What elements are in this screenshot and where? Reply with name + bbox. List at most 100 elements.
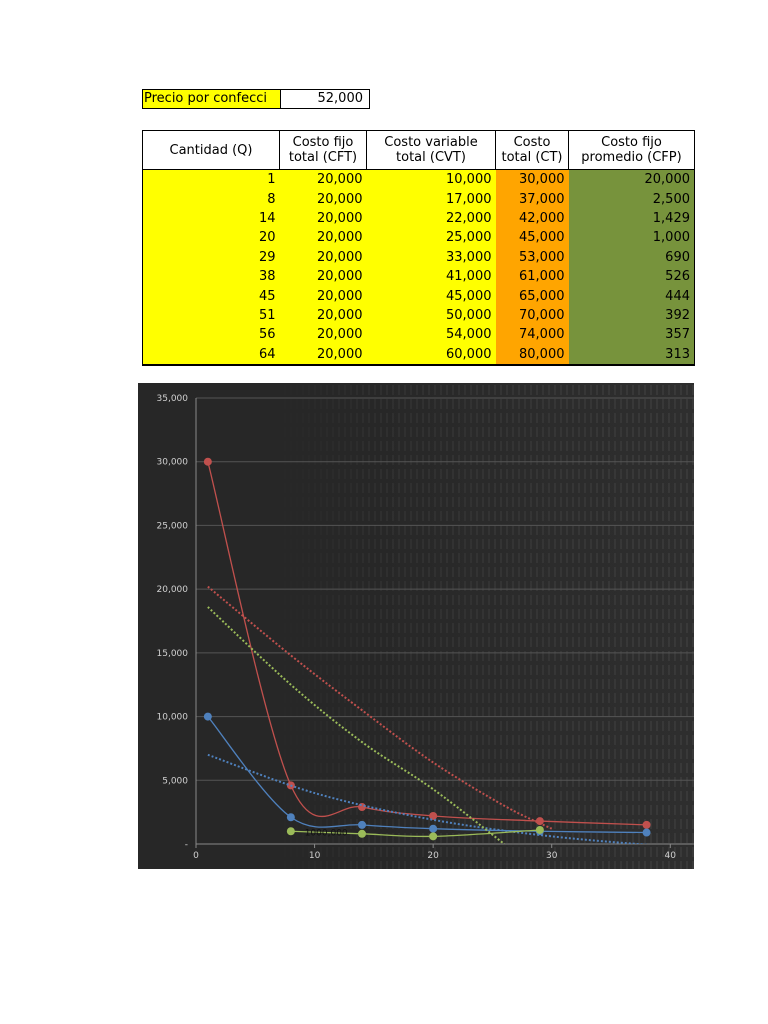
y-tick-label: 30,000 — [157, 458, 189, 468]
cell-cantidad: 8 — [142, 189, 280, 209]
series-0-point — [358, 803, 366, 812]
cell-cfp: 1,429 — [568, 208, 695, 229]
cell-cfp: 526 — [568, 266, 695, 287]
series-1-point — [358, 820, 366, 829]
cell-cfp: 1,000 — [568, 228, 695, 248]
cell-ct: 53,000 — [495, 247, 569, 267]
price-label: Precio por confecci — [143, 90, 281, 108]
cell-ct: 45,000 — [495, 228, 569, 248]
cell-cft: 20,000 — [279, 325, 367, 345]
cell-cantidad: 1 — [142, 169, 280, 190]
cell-cft: 20,000 — [279, 286, 367, 306]
header-ct: Costo total (CT) — [495, 130, 569, 170]
series-0-point — [642, 820, 651, 829]
cell-ct: 80,000 — [495, 344, 569, 366]
header-cft: Costo fijo total (CFT) — [279, 130, 367, 170]
cell-ct: 65,000 — [495, 286, 569, 306]
series-1-line — [207, 716, 647, 834]
cell-ct: 74,000 — [495, 325, 569, 345]
cell-cfp: 357 — [568, 325, 695, 345]
cell-cfp: 313 — [568, 344, 695, 366]
cell-cfp: 392 — [568, 305, 695, 326]
table-header-row: Cantidad (Q) Costo fijo total (CFT) Cost… — [142, 130, 695, 170]
cell-cft: 20,000 — [279, 266, 367, 287]
cell-cfp: 2,500 — [568, 189, 695, 209]
header-cfp: Costo fijo promedio (CFP) — [568, 130, 695, 170]
series-2-line — [290, 829, 540, 838]
cell-cft: 20,000 — [279, 208, 367, 229]
y-tick-label: 5,000 — [162, 776, 188, 786]
cell-cft: 20,000 — [279, 189, 367, 209]
cell-cantidad: 20 — [142, 228, 280, 248]
y-tick-label: 10,000 — [157, 713, 189, 723]
chart-svg: - 5,000 10,000 15,000 20,000 25,000 30,000 35,0… — [157, 383, 694, 869]
series-1-trendline — [207, 753, 651, 844]
x-tick-label: 40 — [665, 851, 677, 861]
series-1-point — [429, 824, 438, 833]
series-2-point — [286, 827, 295, 836]
y-tick-label: 35,000 — [157, 394, 189, 404]
cell-cvt: 45,000 — [366, 286, 496, 306]
series-2-point — [358, 829, 366, 838]
x-tick-label: 0 — [193, 851, 199, 861]
table-row: 64 20,000 60,000 80,000 313 — [142, 344, 695, 366]
cell-cvt: 60,000 — [366, 344, 496, 366]
cell-cvt: 10,000 — [366, 169, 496, 190]
cost-table: Cantidad (Q) Costo fijo total (CFT) Cost… — [142, 130, 695, 366]
cell-cvt: 17,000 — [366, 189, 496, 209]
cell-cvt: 50,000 — [366, 305, 496, 326]
cost-chart: - 5,000 10,000 15,000 20,000 25,000 30,000 35,0… — [138, 383, 694, 869]
background-fade — [278, 383, 694, 869]
cell-cvt: 54,000 — [366, 325, 496, 345]
series-2-point — [535, 825, 544, 834]
y-tick-label: 20,000 — [157, 585, 189, 595]
x-tick-label: 10 — [309, 851, 321, 861]
x-tick-label: 30 — [546, 851, 558, 861]
cell-ct: 30,000 — [495, 169, 569, 190]
table-row: 14 20,000 22,000 42,000 1,429 — [142, 208, 695, 229]
data-label: 1000,000 — [305, 828, 348, 838]
cell-cfp: 20,000 — [568, 169, 695, 190]
series-1-point — [286, 813, 295, 822]
cell-cft: 20,000 — [279, 247, 367, 267]
table-row: 45 20,000 45,000 65,000 444 — [142, 286, 695, 306]
y-tick-label: - — [185, 840, 188, 850]
price-box: Precio por confecci 52,000 — [142, 89, 370, 109]
cell-cfp: 444 — [568, 286, 695, 306]
table-row: 29 20,000 33,000 53,000 690 — [142, 247, 695, 267]
cell-cvt: 41,000 — [366, 266, 496, 287]
price-value: 52,000 — [317, 91, 364, 106]
cell-cft: 20,000 — [279, 228, 367, 248]
cell-ct: 61,000 — [495, 266, 569, 287]
series-2-trendline — [207, 606, 505, 844]
table-row: 38 20,000 41,000 61,000 526 — [142, 266, 695, 287]
series-2-point — [429, 832, 438, 841]
series-1-point — [642, 828, 651, 837]
series-0-point — [203, 457, 212, 466]
cell-cantidad: 51 — [142, 305, 280, 326]
cell-cvt: 22,000 — [366, 208, 496, 229]
cell-cft: 20,000 — [279, 169, 367, 190]
x-tick-label: 20 — [427, 851, 439, 861]
cell-cantidad: 29 — [142, 247, 280, 267]
header-cantidad: Cantidad (Q) — [142, 130, 280, 170]
series-0-point — [535, 817, 544, 826]
y-tick-label: 25,000 — [157, 521, 189, 531]
header-cvt: Costo variable total (CVT) — [366, 130, 496, 170]
cell-ct: 37,000 — [495, 189, 569, 209]
y-tick-label: 15,000 — [157, 649, 189, 659]
series-1-point — [203, 712, 212, 721]
table-row: 56 20,000 54,000 74,000 357 — [142, 325, 695, 345]
cell-cantidad: 64 — [142, 344, 280, 366]
table-row: 8 20,000 17,000 37,000 2,500 — [142, 189, 695, 209]
table-row: 20 20,000 25,000 45,000 1,000 — [142, 228, 695, 248]
cell-cfp: 690 — [568, 247, 695, 267]
cell-cantidad: 45 — [142, 286, 280, 306]
series-0-trendline — [207, 585, 553, 830]
table-row: 51 20,000 50,000 70,000 392 — [142, 305, 695, 326]
cell-cvt: 25,000 — [366, 228, 496, 248]
cell-cantidad: 38 — [142, 266, 280, 287]
cell-cft: 20,000 — [279, 344, 367, 366]
series-0-point — [429, 811, 438, 820]
cell-cantidad: 56 — [142, 325, 280, 345]
